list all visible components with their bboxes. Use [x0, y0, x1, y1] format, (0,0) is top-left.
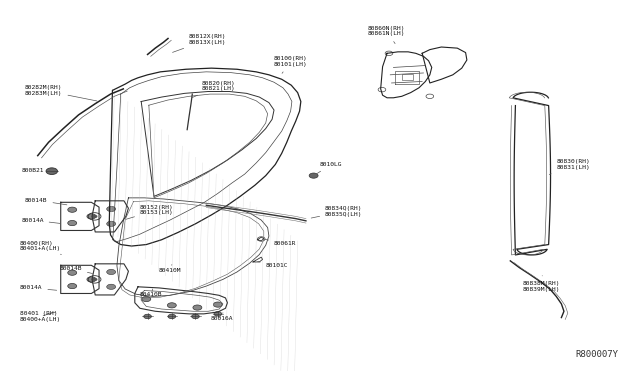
Circle shape — [168, 303, 176, 308]
Text: 80860N(RH)
80861N(LH): 80860N(RH) 80861N(LH) — [368, 26, 405, 44]
Circle shape — [87, 214, 96, 219]
Circle shape — [213, 302, 222, 307]
Circle shape — [142, 296, 151, 302]
Text: 80820(RH)
80821(LH): 80820(RH) 80821(LH) — [191, 80, 236, 98]
Circle shape — [309, 173, 318, 178]
Text: 80282M(RH)
80283M(LH): 80282M(RH) 80283M(LH) — [25, 85, 97, 101]
Circle shape — [107, 221, 116, 227]
Text: 80014A: 80014A — [20, 285, 57, 291]
Text: 80830(RH)
80831(LH): 80830(RH) 80831(LH) — [549, 159, 590, 174]
Text: 80014B: 80014B — [60, 266, 93, 273]
Circle shape — [87, 277, 96, 282]
Circle shape — [214, 312, 221, 316]
Text: 80812X(RH)
80813X(LH): 80812X(RH) 80813X(LH) — [173, 34, 227, 52]
Text: 80014A: 80014A — [21, 218, 61, 224]
Text: 8010LG: 8010LG — [317, 162, 342, 173]
Circle shape — [107, 206, 116, 212]
Text: 80014B: 80014B — [25, 198, 67, 205]
Text: 80152(RH)
80153(LH): 80152(RH) 80153(LH) — [126, 205, 173, 219]
Circle shape — [144, 314, 152, 319]
Circle shape — [107, 284, 116, 289]
Text: 80400(RH)
80401+A(LH): 80400(RH) 80401+A(LH) — [20, 241, 61, 254]
Text: 80016A: 80016A — [210, 313, 233, 321]
Text: 80061R: 80061R — [264, 239, 296, 246]
Circle shape — [92, 278, 97, 281]
Circle shape — [68, 207, 77, 212]
Text: 80410B: 80410B — [140, 289, 163, 297]
Text: 80100(RH)
80101(LH): 80100(RH) 80101(LH) — [274, 56, 308, 73]
Circle shape — [193, 305, 202, 310]
Text: 80401 (RH)
80400+A(LH): 80401 (RH) 80400+A(LH) — [20, 311, 61, 322]
Text: 80101C: 80101C — [257, 262, 288, 268]
Circle shape — [191, 314, 199, 319]
Circle shape — [68, 221, 77, 226]
Circle shape — [68, 270, 77, 275]
Text: 80834Q(RH)
80835Q(LH): 80834Q(RH) 80835Q(LH) — [311, 206, 363, 218]
Circle shape — [168, 314, 175, 319]
Text: 800B21: 800B21 — [21, 168, 51, 173]
Circle shape — [92, 215, 97, 218]
Text: 80410M: 80410M — [159, 264, 182, 273]
Circle shape — [46, 168, 58, 174]
Bar — [402, 74, 413, 80]
Text: 80838M(RH)
80839M(LH): 80838M(RH) 80839M(LH) — [523, 276, 561, 292]
Circle shape — [68, 283, 77, 289]
Text: R800007Y: R800007Y — [576, 350, 619, 359]
Circle shape — [107, 269, 116, 275]
